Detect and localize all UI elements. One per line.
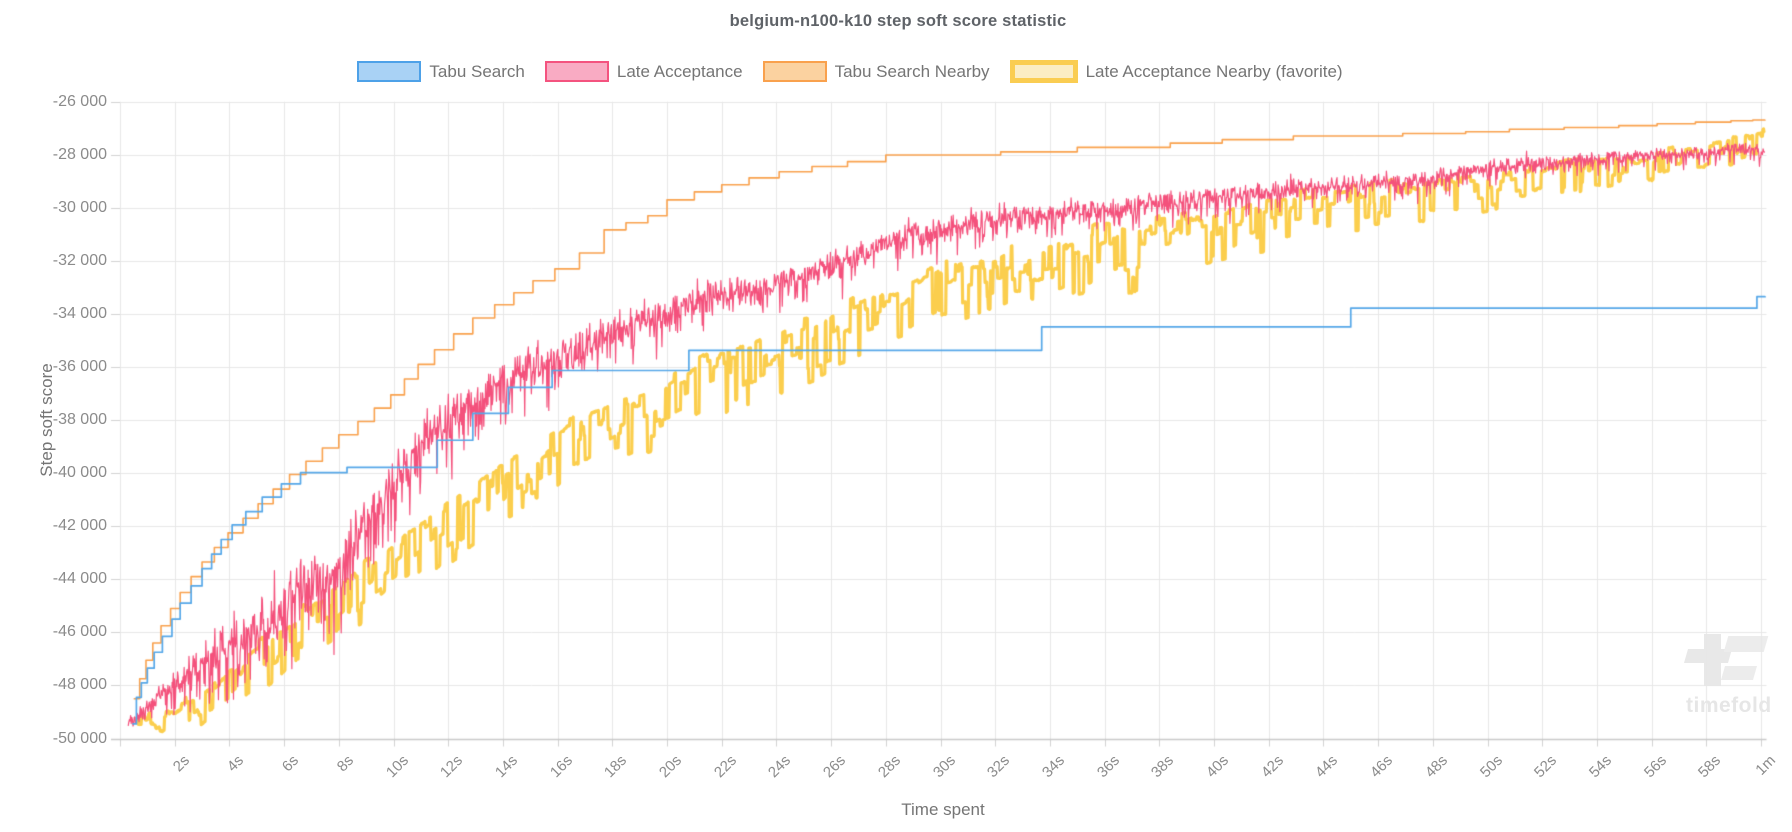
legend-swatch-icon [544, 61, 609, 82]
legend-swatch-icon [357, 61, 422, 82]
y-axis-tick-label: -30 000 [52, 198, 107, 216]
y-axis-tick-label: -42 000 [52, 517, 107, 535]
y-axis-tick-label: -28 000 [52, 145, 107, 163]
legend-label: Tabu Search Nearby [834, 61, 990, 81]
chart-title: belgium-n100-k10 step soft score statist… [729, 12, 1067, 30]
y-axis-tick-label: -38 000 [52, 411, 107, 429]
y-axis-title: Step soft score [37, 363, 56, 477]
y-axis-tick-label: -26 000 [52, 92, 107, 110]
legend-item-tabu-search-nearby[interactable]: Tabu Search Nearby [762, 61, 990, 82]
legend-swatch-icon [1009, 60, 1078, 83]
y-axis-tick-label: -32 000 [52, 251, 107, 269]
y-axis-tick-label: -46 000 [52, 623, 107, 641]
legend-item-tabu-search[interactable]: Tabu Search [357, 61, 525, 82]
y-axis-tick-label: -40 000 [52, 464, 107, 482]
y-axis-tick-label: -36 000 [52, 358, 107, 376]
legend-label: Late Acceptance [616, 61, 743, 81]
legend-label: Late Acceptance Nearby (favorite) [1085, 61, 1343, 81]
legend-item-late-acceptance[interactable]: Late Acceptance [544, 61, 743, 82]
y-axis-tick-label: -50 000 [52, 729, 107, 747]
x-axis-title: Time spent [901, 800, 985, 819]
y-axis-tick-label: -34 000 [52, 304, 107, 322]
y-axis-tick-label: -48 000 [52, 676, 107, 694]
legend-item-late-acceptance-nearby-favorite[interactable]: Late Acceptance Nearby (favorite) [1009, 60, 1343, 83]
legend-label: Tabu Search [429, 61, 525, 81]
legend-swatch-icon [762, 61, 827, 82]
chart-legend: Tabu Search Late Acceptance Tabu Search Ne… [120, 60, 1580, 83]
y-axis-tick-label: -44 000 [52, 570, 107, 588]
